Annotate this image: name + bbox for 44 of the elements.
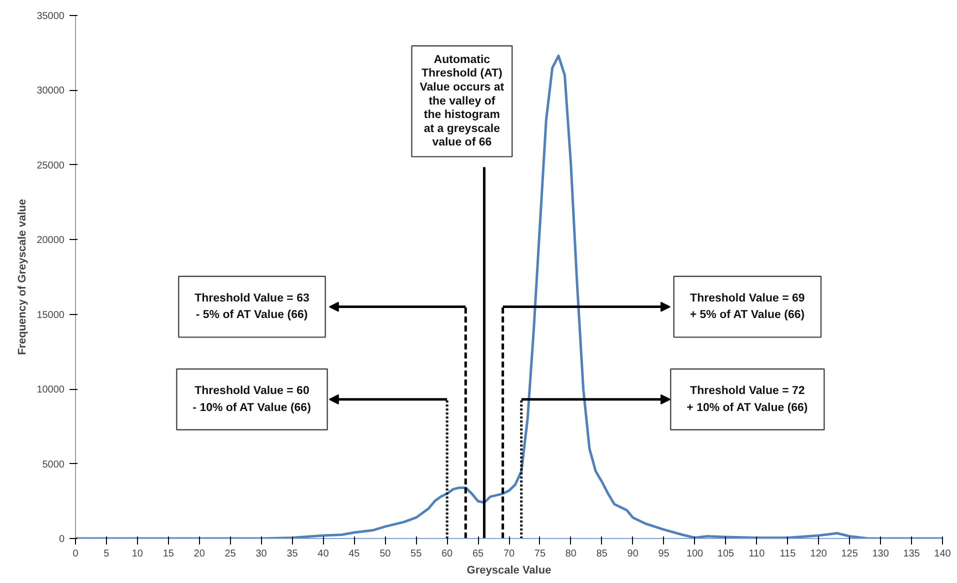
- y-tick-label: 10000: [36, 384, 65, 396]
- x-tick-label: 0: [72, 548, 79, 560]
- y-tick-label: 35000: [36, 11, 65, 22]
- x-tick-label: 90: [627, 548, 639, 560]
- x-tick-label: 15: [162, 548, 174, 560]
- y-tick-label: 15000: [36, 310, 65, 321]
- x-tick-label: 55: [410, 548, 422, 560]
- x-tick-label: 125: [841, 548, 858, 560]
- x-tick-label: 110: [748, 548, 766, 560]
- x-tick-label: 85: [596, 548, 608, 560]
- y-tick-label: 5000: [42, 459, 65, 470]
- x-tick-label: 135: [903, 548, 920, 560]
- annotation: Automatic Threshold (AT) Value occurs at the valley of the histogram at a greyscale value of 66: [420, 54, 504, 149]
- x-tick-label: 10: [132, 548, 144, 560]
- x-tick-label: 40: [318, 548, 330, 560]
- x-tick-label: 30: [256, 548, 268, 560]
- y-tick-label: 30000: [36, 86, 65, 97]
- x-tick-label: 80: [565, 548, 577, 560]
- x-tick-label: 60: [442, 548, 454, 560]
- x-tick-label: 115: [780, 548, 796, 560]
- x-tick-label: 100: [686, 548, 704, 560]
- y-tick-label: 0: [58, 534, 65, 545]
- x-tick-label: 25: [224, 548, 236, 560]
- annotation: Threshold Value = 63 - 5% of AT Value (66): [194, 292, 310, 322]
- x-tick-label: 75: [534, 548, 546, 560]
- x-tick-label: 130: [872, 548, 890, 560]
- x-tick-label: 105: [717, 548, 735, 560]
- y-tick-label: 20000: [36, 235, 65, 246]
- y-tick-label: 25000: [36, 160, 65, 172]
- annotation: Threshold Value = 72 + 10% of AT Value (66): [686, 384, 808, 414]
- x-tick-label: 140: [934, 548, 952, 560]
- x-tick-label: 70: [503, 548, 515, 560]
- x-tick-label: 20: [194, 548, 206, 560]
- x-tick-label: 120: [810, 548, 828, 560]
- x-tick-label: 5: [104, 548, 110, 560]
- y-axis-title: Frequency of Greyscale value: [16, 199, 29, 355]
- x-tick-label: 50: [380, 548, 392, 560]
- x-axis-title: Greyscale Value: [466, 564, 552, 576]
- x-tick-label: 35: [286, 548, 298, 560]
- annotation: Threshold Value = 60 - 10% of AT Value (66): [192, 384, 312, 414]
- x-tick-label: 45: [348, 548, 360, 560]
- annotation: Threshold Value = 69 + 5% of AT Value (66): [690, 292, 805, 322]
- x-tick-label: 65: [472, 548, 484, 560]
- x-tick-label: 95: [658, 548, 670, 560]
